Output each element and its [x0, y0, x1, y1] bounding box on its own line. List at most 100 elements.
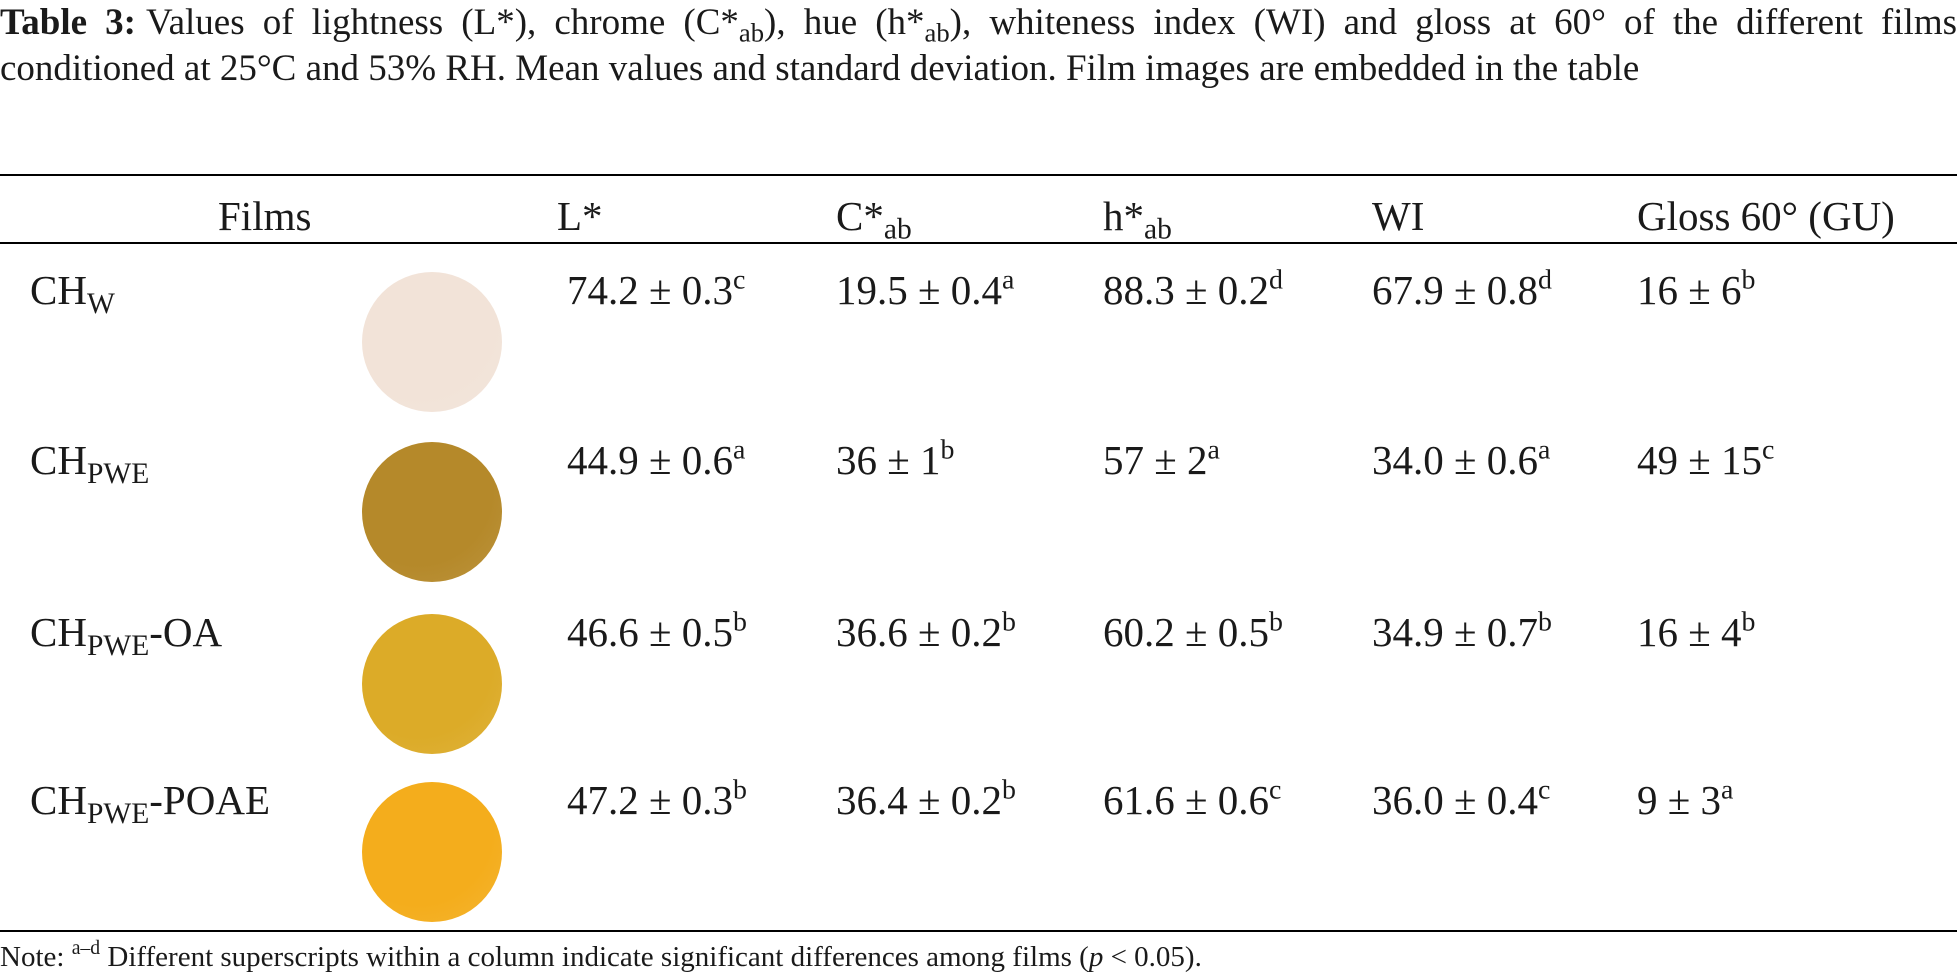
cell-sig: c	[1269, 774, 1282, 806]
film-name: CH	[30, 267, 87, 313]
film-name: CH	[30, 437, 87, 483]
caption-text-pre: Values of lightness (L*), chrome (C*	[145, 2, 739, 43]
table-top-rule	[0, 174, 1957, 176]
cell-sig: b	[1741, 264, 1756, 296]
table-note: Note: a–d Different superscripts within …	[0, 937, 1202, 974]
cell-sig: d	[1538, 264, 1552, 296]
film-name: CH	[30, 609, 87, 655]
film-suffix: -POAE	[149, 777, 270, 823]
film-swatch-chpwe	[362, 442, 502, 582]
cell-c: 36.4 ± 0.2b	[836, 776, 1016, 824]
cell-value: 88.3 ± 0.2	[1103, 267, 1270, 313]
cell-sig: b	[733, 774, 747, 806]
cell-value: 60.2 ± 0.5	[1103, 609, 1270, 655]
header-chroma-sub: ab	[883, 213, 912, 246]
header-chroma-main: C*	[836, 193, 884, 239]
header-hue-sub: ab	[1144, 213, 1172, 246]
cell-value: 36.6 ± 0.2	[836, 609, 1003, 655]
cell-sig: a	[1002, 264, 1015, 296]
cell-sig: c	[1538, 774, 1551, 806]
note-sup: a–d	[71, 937, 101, 960]
film-label-chw: CHW	[30, 266, 115, 319]
note-text: Different superscripts within a column i…	[100, 941, 1089, 973]
film-subscript: PWE	[86, 457, 150, 490]
header-lightness: L*	[557, 193, 603, 239]
cell-wi: 67.9 ± 0.8d	[1372, 266, 1552, 314]
cell-sig: b	[1538, 606, 1552, 638]
cell-gloss: 16 ± 6b	[1637, 266, 1755, 314]
header-chroma: C*ab	[836, 192, 912, 244]
cell-value: 36.4 ± 0.2	[836, 777, 1003, 823]
cell-h: 57 ± 2a	[1103, 436, 1220, 484]
film-subscript: PWE	[86, 797, 150, 830]
cell-value: 67.9 ± 0.8	[1372, 267, 1539, 313]
caption-sub-1: ab	[738, 17, 765, 48]
cell-c: 36 ± 1b	[836, 436, 954, 484]
header-whiteness: WI	[1372, 193, 1425, 239]
cell-value: 47.2 ± 0.3	[567, 777, 734, 823]
table-header-rule	[0, 242, 1957, 244]
cell-sig: a	[1207, 434, 1220, 466]
note-p: p	[1088, 941, 1104, 973]
cell-h: 60.2 ± 0.5b	[1103, 608, 1283, 656]
cell-value: 19.5 ± 0.4	[836, 267, 1003, 313]
cell-sig: d	[1269, 264, 1283, 296]
cell-value: 57 ± 2	[1103, 437, 1208, 483]
cell-gloss: 9 ± 3a	[1637, 776, 1733, 824]
cell-value: 44.9 ± 0.6	[567, 437, 734, 483]
cell-value: 9 ± 3	[1637, 777, 1722, 823]
film-swatch-chw	[362, 272, 502, 412]
film-label-chpwe-poae: CHPWE-POAE	[30, 776, 270, 829]
cell-sig: b	[940, 434, 955, 466]
film-suffix: -OA	[149, 609, 223, 655]
film-subscript: W	[86, 287, 115, 320]
caption-text-post: ), whiteness index (WI) and gloss at 60°…	[0, 2, 1957, 89]
film-label-chpwe: CHPWE	[30, 436, 149, 489]
cell-sig: c	[733, 264, 746, 296]
cell-sig: b	[1741, 606, 1756, 638]
cell-sig: b	[1002, 606, 1016, 638]
cell-l: 46.6 ± 0.5b	[567, 608, 747, 656]
film-name: CH	[30, 777, 87, 823]
cell-wi: 34.9 ± 0.7b	[1372, 608, 1552, 656]
cell-gloss: 49 ± 15c	[1637, 436, 1774, 484]
table-caption: Table 3: Values of lightness (L*), chrome…	[0, 0, 1957, 92]
cell-c: 19.5 ± 0.4a	[836, 266, 1014, 314]
cell-l: 44.9 ± 0.6a	[567, 436, 745, 484]
header-films: Films	[218, 193, 312, 239]
cell-wi: 36.0 ± 0.4c	[1372, 776, 1550, 824]
cell-c: 36.6 ± 0.2b	[836, 608, 1016, 656]
film-swatch-chpwe-poae	[362, 782, 502, 922]
cell-value: 16 ± 4	[1637, 609, 1742, 655]
cell-sig: a	[1721, 774, 1734, 806]
cell-value: 36 ± 1	[836, 437, 941, 483]
cell-value: 49 ± 15	[1637, 437, 1763, 483]
caption-label: Table 3:	[0, 2, 136, 43]
cell-h: 61.6 ± 0.6c	[1103, 776, 1281, 824]
cell-sig: b	[733, 606, 747, 638]
cell-wi: 34.0 ± 0.6a	[1372, 436, 1550, 484]
table-bottom-rule	[0, 930, 1957, 932]
caption-text-mid: ), hue (h*	[764, 2, 925, 43]
cell-value: 16 ± 6	[1637, 267, 1742, 313]
cell-sig: a	[733, 434, 746, 466]
header-gloss: Gloss 60° (GU)	[1637, 193, 1895, 239]
cell-l: 74.2 ± 0.3c	[567, 266, 745, 314]
cell-value: 46.6 ± 0.5	[567, 609, 734, 655]
header-hue: h*ab	[1103, 192, 1172, 244]
note-tail: < 0.05).	[1103, 941, 1202, 973]
cell-value: 36.0 ± 0.4	[1372, 777, 1539, 823]
cell-sig: b	[1002, 774, 1016, 806]
note-prefix: Note:	[0, 941, 65, 973]
film-label-chpwe-oa: CHPWE-OA	[30, 608, 223, 661]
cell-sig: a	[1538, 434, 1551, 466]
cell-l: 47.2 ± 0.3b	[567, 776, 747, 824]
cell-gloss: 16 ± 4b	[1637, 608, 1755, 656]
film-subscript: PWE	[86, 629, 150, 662]
cell-value: 61.6 ± 0.6	[1103, 777, 1270, 823]
cell-sig: c	[1762, 434, 1775, 466]
caption-sub-2: ab	[924, 17, 950, 48]
header-hue-main: h*	[1103, 193, 1144, 239]
cell-value: 74.2 ± 0.3	[567, 267, 734, 313]
film-swatch-chpwe-oa	[362, 614, 502, 754]
